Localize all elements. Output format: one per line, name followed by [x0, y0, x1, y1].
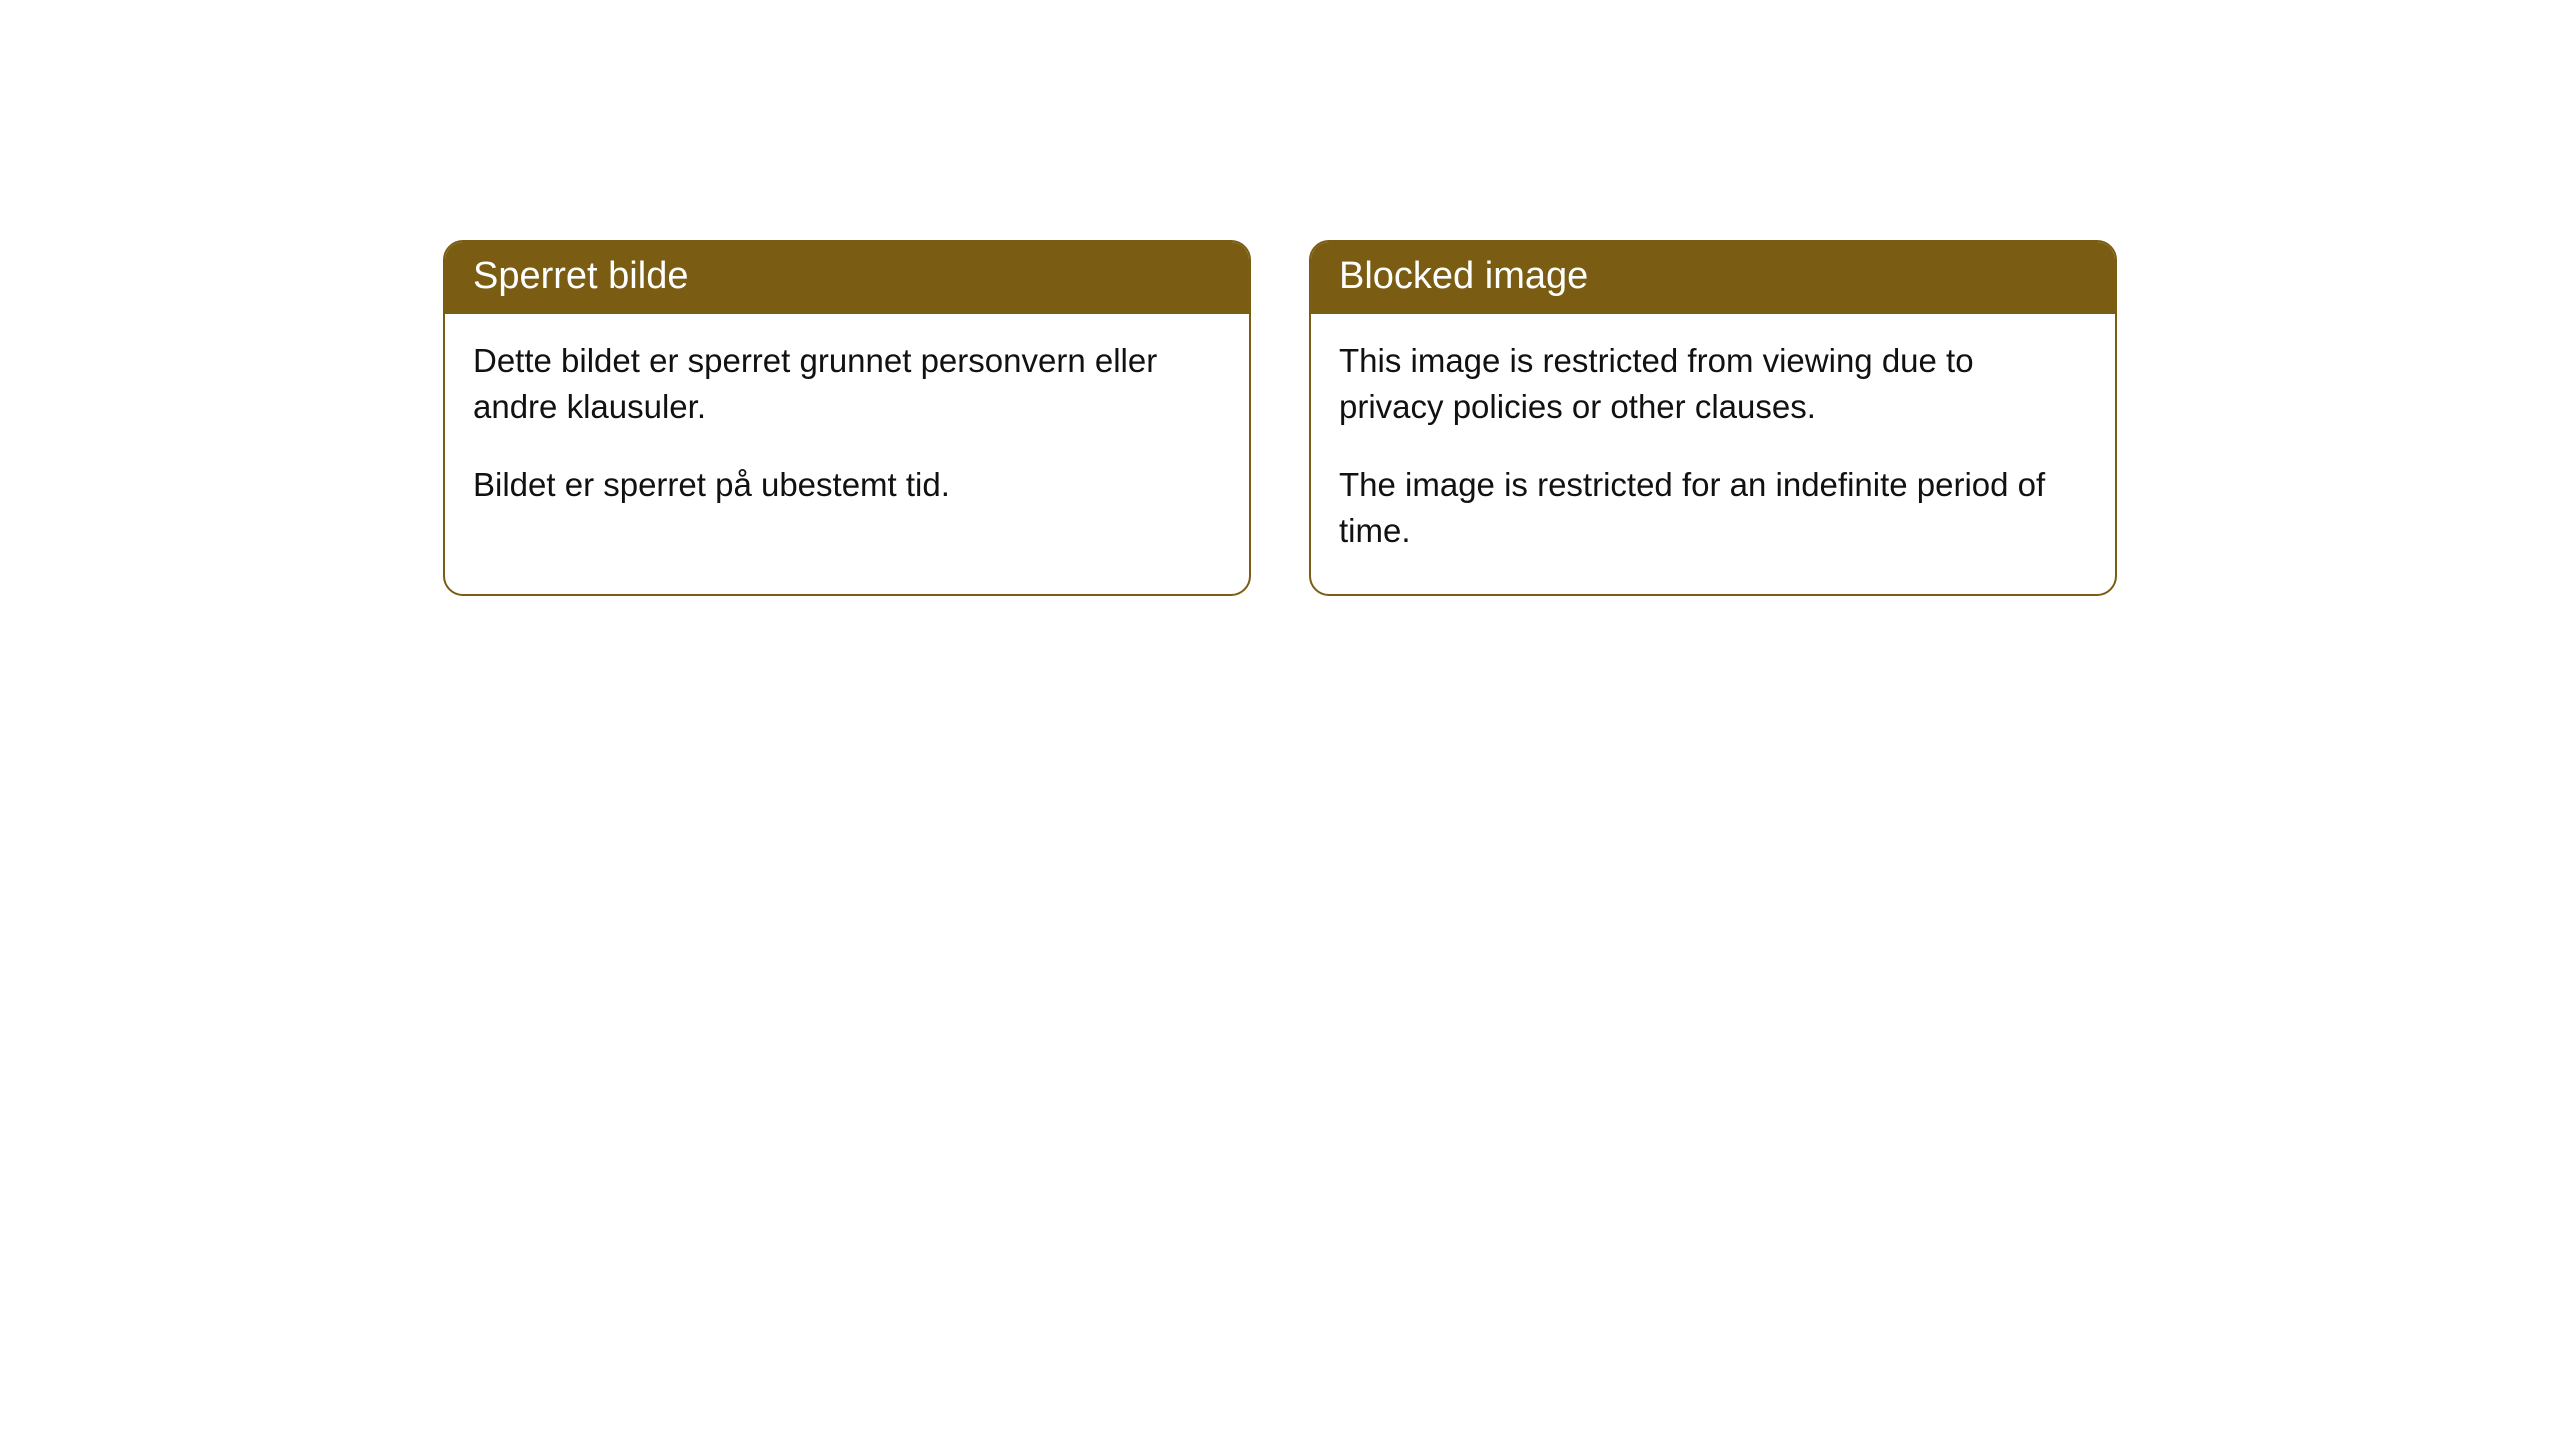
notice-card-norwegian: Sperret bilde Dette bildet er sperret gr… [443, 240, 1251, 596]
notice-cards-container: Sperret bilde Dette bildet er sperret gr… [443, 240, 2117, 596]
card-paragraph: This image is restricted from viewing du… [1339, 338, 2087, 430]
card-title: Blocked image [1339, 255, 1588, 297]
card-body: This image is restricted from viewing du… [1311, 314, 2115, 595]
card-body: Dette bildet er sperret grunnet personve… [445, 314, 1249, 549]
notice-card-english: Blocked image This image is restricted f… [1309, 240, 2117, 596]
card-paragraph: The image is restricted for an indefinit… [1339, 462, 2087, 554]
card-header: Sperret bilde [445, 242, 1249, 314]
card-paragraph: Dette bildet er sperret grunnet personve… [473, 338, 1221, 430]
card-header: Blocked image [1311, 242, 2115, 314]
card-paragraph: Bildet er sperret på ubestemt tid. [473, 462, 1221, 508]
card-title: Sperret bilde [473, 255, 688, 297]
